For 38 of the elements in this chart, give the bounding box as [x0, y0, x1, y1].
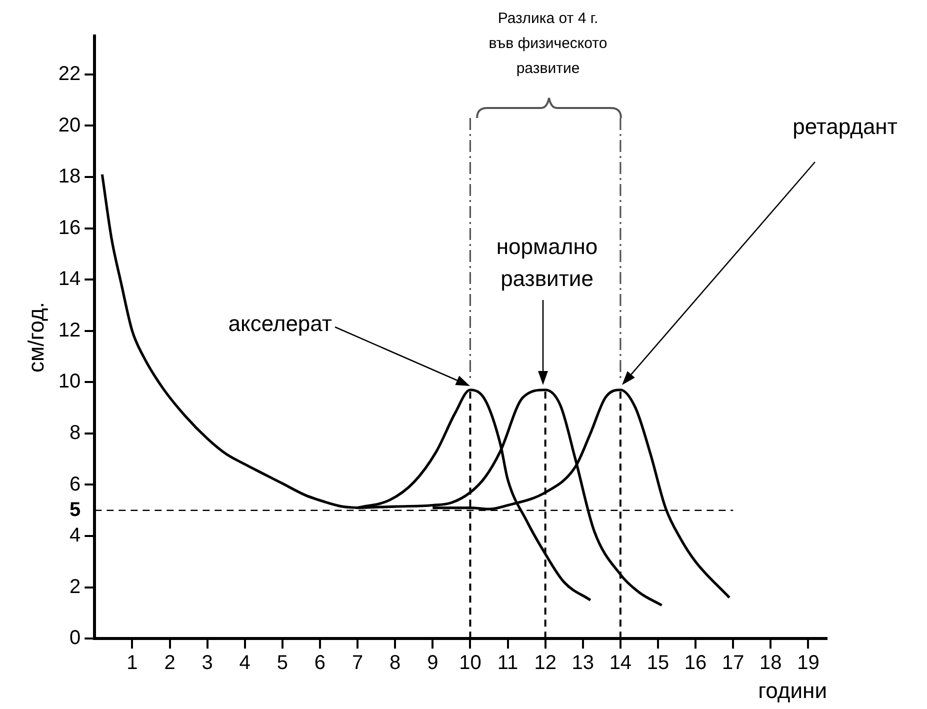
x-tick-label: 19: [797, 652, 820, 674]
x-tick-label: 1: [126, 652, 138, 674]
y-tick-label: 22: [58, 62, 81, 85]
x-tick-label: 9: [427, 652, 438, 674]
x-tick-label: 18: [760, 652, 782, 674]
x-tick-label: 4: [239, 652, 250, 674]
x-tick-label: 8: [390, 652, 401, 674]
x-tick-label: 11: [497, 652, 518, 674]
annotation: нормално развитие: [496, 234, 598, 292]
x-tick-label: 15: [646, 652, 670, 674]
x-tick-label: 10: [459, 652, 482, 674]
annotation: ретардант: [792, 114, 898, 140]
y-tick-label: 4: [70, 524, 81, 547]
x-tick-label: 13: [572, 652, 594, 674]
x-tick-label: 12: [534, 652, 556, 674]
x-tick-label: 16: [684, 652, 707, 674]
y-tick-label: 16: [58, 216, 81, 239]
y-tick-label: 0: [70, 627, 81, 650]
y-tick-label: 8: [70, 422, 81, 444]
y-tick-label: 18: [58, 166, 81, 188]
x-axis-title: години: [758, 678, 827, 703]
x-tick-label: 5: [276, 652, 288, 674]
y-tick-label: 2: [70, 576, 81, 598]
annotation: акселерат: [228, 311, 332, 336]
annotation: Разлика от 4 г. във физическото развитие: [488, 10, 608, 78]
y-tick-label: 14: [58, 268, 81, 290]
x-tick-label: 3: [202, 652, 213, 674]
y-tick-label: 5: [70, 498, 81, 521]
x-tick-label: 7: [352, 652, 364, 674]
y-tick-label: 6: [70, 473, 81, 496]
y-tick-label: 12: [58, 319, 81, 342]
x-tick-label: 14: [609, 652, 632, 674]
y-tick-label: 10: [58, 370, 81, 393]
x-tick-label: 2: [164, 652, 176, 674]
x-tick-label: 17: [722, 652, 744, 674]
y-tick-label: 20: [58, 114, 81, 136]
y-axis-title: см/год.: [23, 302, 48, 373]
x-tick-label: 6: [314, 652, 326, 674]
